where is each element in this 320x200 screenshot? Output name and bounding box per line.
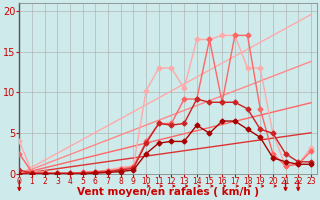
X-axis label: Vent moyen/en rafales ( km/h ): Vent moyen/en rafales ( km/h ) [77,187,259,197]
